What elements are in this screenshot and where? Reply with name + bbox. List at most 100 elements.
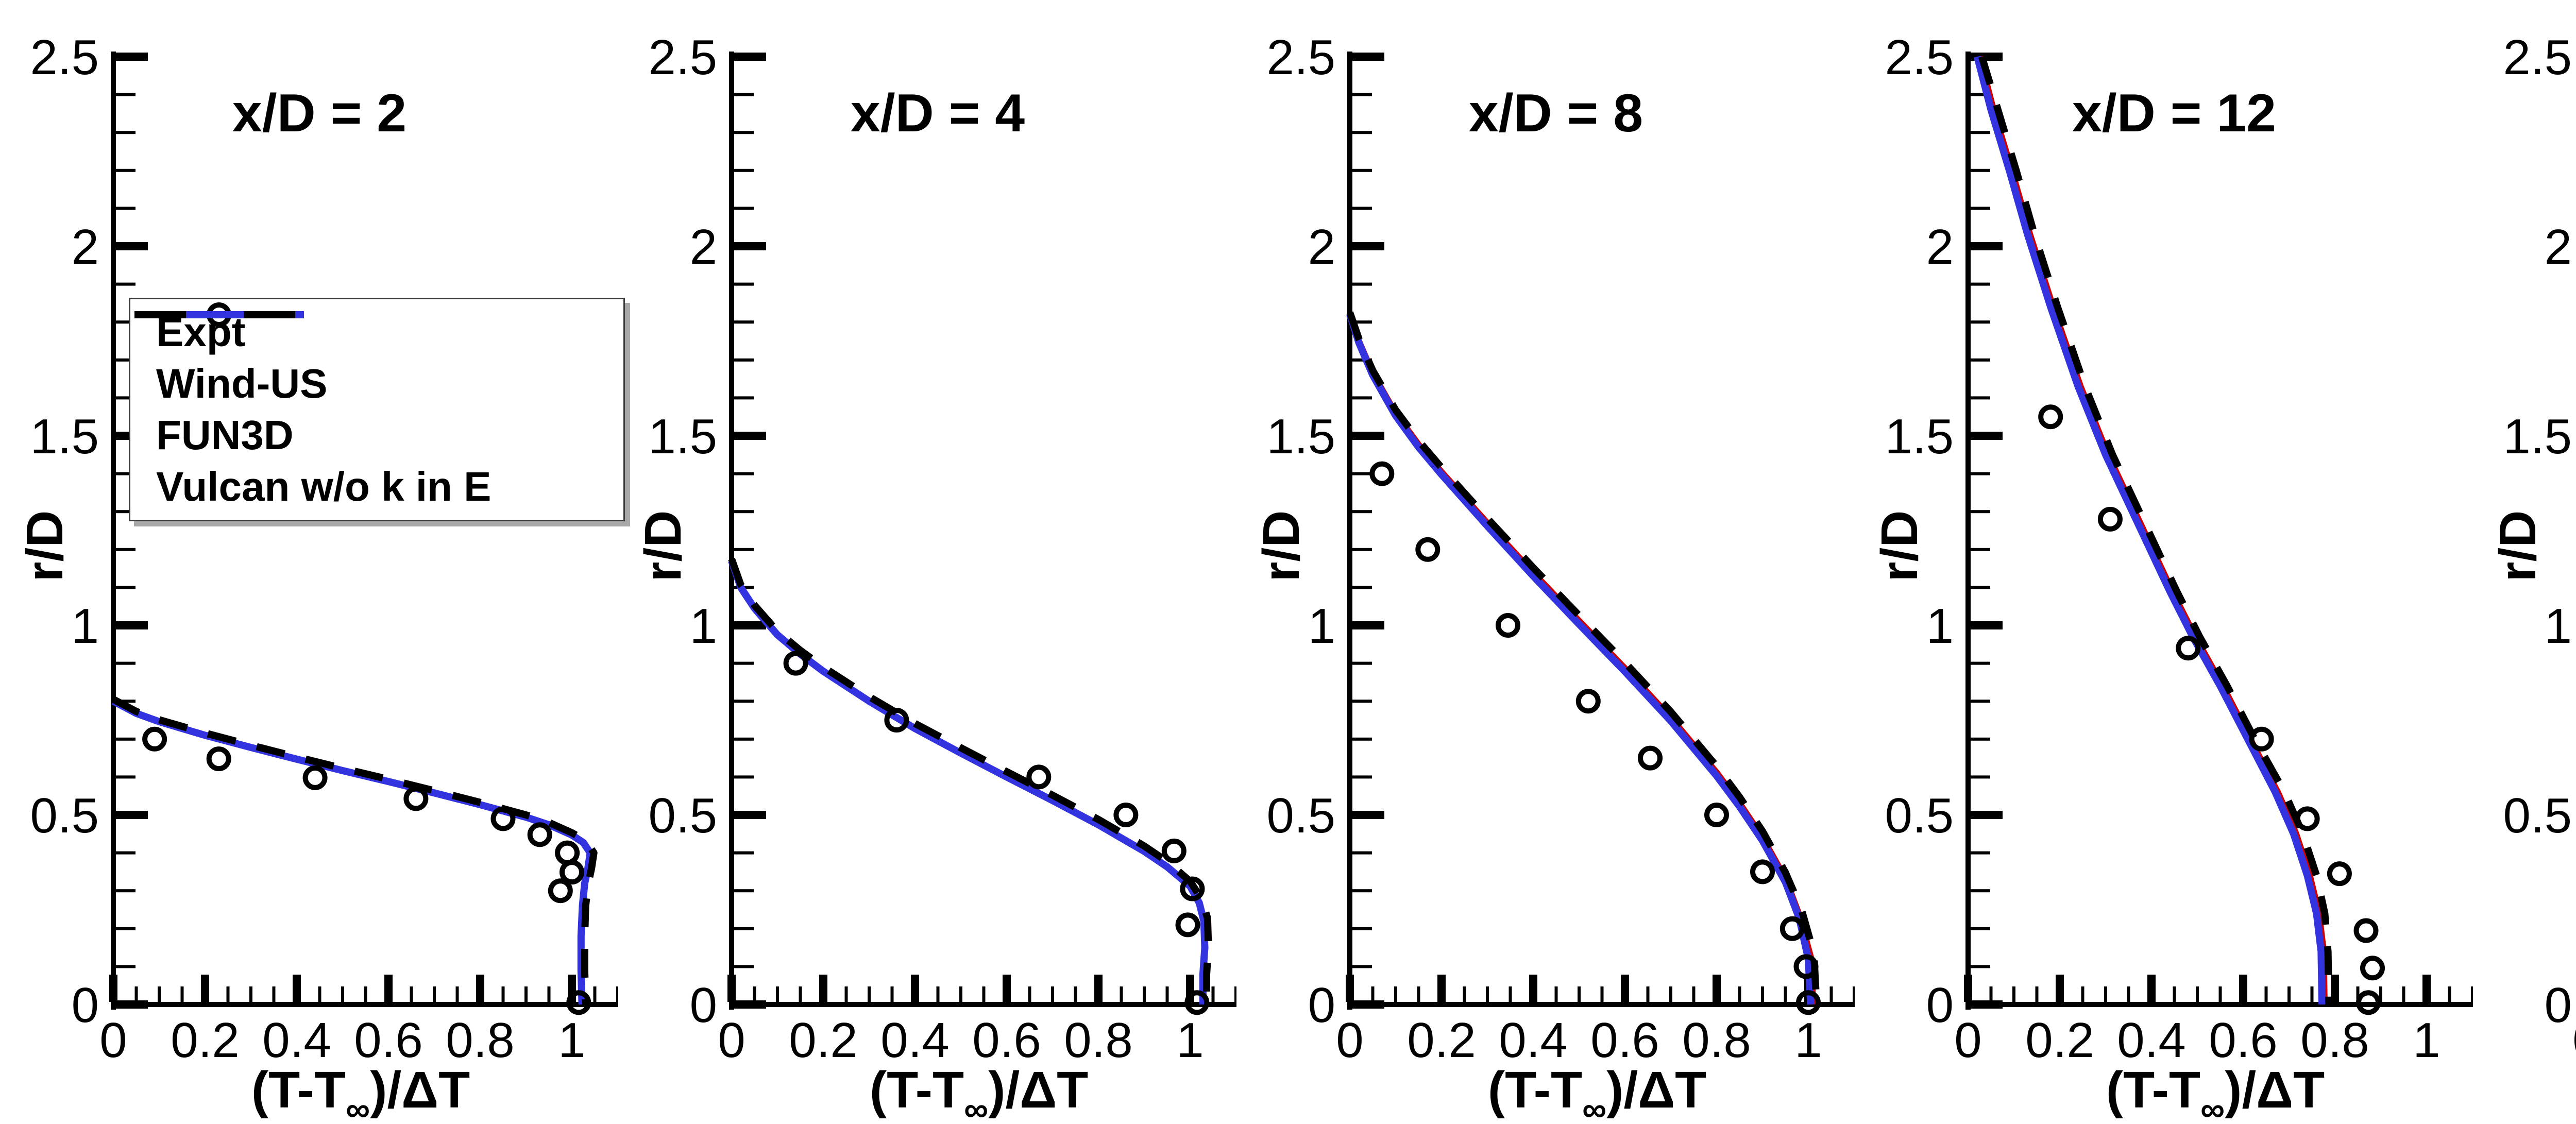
expt-data-point [1113, 803, 1139, 827]
x-minor-tick [1829, 986, 1833, 1002]
y-minor-tick [734, 472, 754, 475]
x-minor-tick [890, 986, 894, 1002]
expt-data-point [2176, 636, 2201, 661]
y-minor-tick [1971, 700, 1990, 703]
y-tick-label: 1.5 [1267, 409, 1335, 464]
x-minor-tick [455, 986, 459, 1002]
x-minor-tick [158, 986, 161, 1002]
y-axis-label: r/D [634, 510, 692, 582]
y-minor-tick [734, 93, 754, 96]
y-minor-tick [1971, 396, 1990, 400]
y-minor-tick [116, 168, 135, 172]
y-tick-label: 2.5 [649, 30, 717, 85]
expt-data-point [1496, 613, 1520, 638]
x-minor-tick [2081, 986, 2084, 1002]
x-major-tick [2422, 975, 2431, 1002]
y-minor-tick [734, 965, 754, 968]
x-minor-tick [2287, 986, 2291, 1002]
plot-svg: 0 0.2 0.4 0.6 0.8 1 0 0.5 1 1.5 2 2.5 x/D = 2 r/D (… [16, 30, 618, 1124]
x-minor-tick [2012, 986, 2015, 1002]
y-minor-tick [1971, 889, 1990, 893]
x-minor-tick [1463, 986, 1466, 1002]
x-axis-label: (T-T∞)/ΔT [251, 1061, 470, 1124]
expt-data-point [2356, 990, 2381, 1015]
expt-data-point [1175, 912, 1200, 938]
y-minor-tick [1352, 965, 1372, 968]
y-minor-tick [734, 396, 754, 400]
x-axis-label: (T-T∞)/ΔT [1488, 1061, 1706, 1124]
x-major-tick [1621, 975, 1629, 1002]
wind-us-curve [111, 698, 594, 1005]
expt-data-point [548, 878, 573, 904]
expt-data-point [1704, 803, 1729, 827]
x-minor-tick [1509, 986, 1512, 1002]
expt-data-point [555, 840, 580, 865]
y-major-tick [1352, 242, 1384, 250]
y-minor-tick [1971, 510, 1990, 514]
y-axis-line [1965, 52, 1971, 1010]
y-major-tick [734, 432, 766, 440]
x-minor-tick [2379, 986, 2382, 1002]
y-axis-label: r/D [2489, 510, 2547, 582]
y-minor-tick [1352, 131, 1372, 134]
expt-data-point [884, 708, 909, 733]
vulcan-curve [1978, 55, 2333, 1005]
vulcan-curve [111, 696, 598, 1005]
y-minor-tick [734, 661, 754, 665]
y-tick-label: 1 [1308, 599, 1335, 654]
x-minor-tick [1600, 986, 1604, 1002]
y-tick-label: 2 [1308, 219, 1335, 275]
y-minor-tick [734, 358, 754, 362]
x-minor-tick [1578, 986, 1581, 1002]
expt-data-point [527, 822, 552, 847]
x-major-tick [109, 975, 117, 1002]
expt-data-point [2097, 506, 2123, 532]
y-minor-tick [116, 358, 135, 362]
x-major-tick [1094, 975, 1103, 1002]
y-minor-tick [116, 737, 135, 741]
x-tick-label: 1 [558, 1013, 585, 1068]
y-minor-tick [734, 510, 754, 514]
y-tick-label: 0.5 [1885, 788, 1954, 843]
x-major-tick [819, 975, 827, 1002]
y-minor-tick [1352, 396, 1372, 400]
x-minor-tick [2196, 986, 2199, 1002]
x-tick-label: 0.4 [1499, 1013, 1567, 1068]
y-minor-tick [1971, 472, 1990, 475]
y-major-tick [1352, 1000, 1384, 1009]
x-tick-label: 0.6 [1590, 1013, 1659, 1068]
y-minor-tick [1352, 320, 1372, 324]
y-major-tick [116, 242, 148, 250]
x-major-tick [1003, 975, 1011, 1002]
y-tick-label: 2.5 [30, 30, 99, 85]
wind-us-curve [728, 559, 1208, 1004]
y-major-tick [116, 1000, 148, 1009]
y-minor-tick [116, 851, 135, 855]
x-minor-tick [1554, 986, 1558, 1002]
y-minor-tick [1352, 775, 1372, 779]
expt-data-point [2327, 861, 2352, 887]
expt-data-point [1184, 990, 1210, 1015]
wind-us-curve [1346, 313, 1817, 1005]
expt-data-point [566, 990, 591, 1015]
y-major-tick [1971, 811, 2003, 819]
x-minor-tick [2127, 986, 2130, 1002]
y-tick-label: 0.5 [30, 788, 99, 843]
y-minor-tick [1971, 927, 1990, 930]
y-major-tick [116, 53, 148, 61]
x-minor-tick [982, 986, 986, 1002]
x-minor-tick [318, 986, 321, 1002]
y-minor-tick [116, 889, 135, 893]
legend-item-vulcan: Vulcan w/o k in E [134, 311, 619, 510]
x-minor-tick [1989, 986, 1993, 1002]
y-minor-tick [734, 889, 754, 893]
y-minor-tick [1971, 661, 1990, 665]
legend-item-wind-us: Wind-US [134, 311, 619, 407]
x-minor-tick [1738, 986, 1741, 1002]
expt-data-point [206, 746, 231, 772]
y-major-tick [1352, 811, 1384, 819]
y-tick-label: 1 [690, 599, 717, 654]
y-tick-label: 1 [1926, 599, 1954, 654]
y-tick-label: 1 [2545, 599, 2572, 654]
